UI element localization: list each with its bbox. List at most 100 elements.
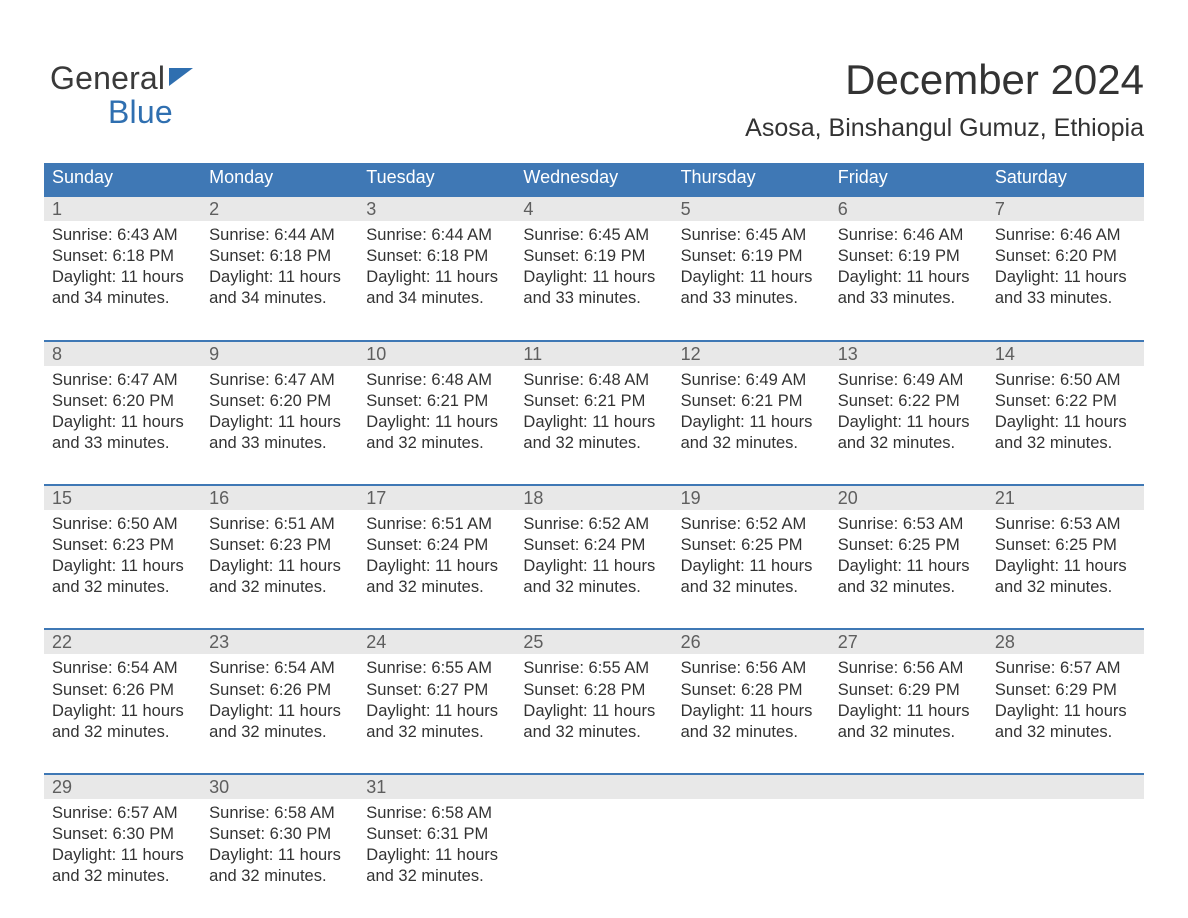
calendar-day-cell: 18Sunrise: 6:52 AMSunset: 6:24 PMDayligh…	[515, 484, 672, 628]
day-header-thursday: Thursday	[673, 163, 830, 195]
day-day2: and 32 minutes.	[52, 577, 195, 598]
calendar-day-cell: 22Sunrise: 6:54 AMSunset: 6:26 PMDayligh…	[44, 628, 201, 772]
calendar-day-cell: 5Sunrise: 6:45 AMSunset: 6:19 PMDaylight…	[673, 195, 830, 339]
day-body: Sunrise: 6:53 AMSunset: 6:25 PMDaylight:…	[830, 510, 987, 598]
day-sunrise: Sunrise: 6:46 AM	[838, 225, 981, 246]
day-day1: Daylight: 11 hours	[995, 556, 1138, 577]
day-number	[987, 775, 1144, 799]
calendar-day-cell: 30Sunrise: 6:58 AMSunset: 6:30 PMDayligh…	[201, 773, 358, 917]
day-sunset: Sunset: 6:28 PM	[523, 680, 666, 701]
day-number: 11	[515, 342, 672, 366]
day-sunrise: Sunrise: 6:51 AM	[209, 514, 352, 535]
day-day1: Daylight: 11 hours	[366, 412, 509, 433]
day-day1: Daylight: 11 hours	[52, 845, 195, 866]
day-day1: Daylight: 11 hours	[681, 701, 824, 722]
brand-logo: General Blue	[50, 62, 193, 129]
day-day1: Daylight: 11 hours	[995, 267, 1138, 288]
day-sunrise: Sunrise: 6:43 AM	[52, 225, 195, 246]
day-body: Sunrise: 6:46 AMSunset: 6:19 PMDaylight:…	[830, 221, 987, 309]
day-day2: and 32 minutes.	[523, 577, 666, 598]
day-sunset: Sunset: 6:24 PM	[366, 535, 509, 556]
day-day1: Daylight: 11 hours	[838, 701, 981, 722]
day-day2: and 32 minutes.	[366, 866, 509, 887]
logo-word-1: General	[50, 60, 165, 96]
day-sunrise: Sunrise: 6:46 AM	[995, 225, 1138, 246]
day-day2: and 33 minutes.	[523, 288, 666, 309]
day-body: Sunrise: 6:48 AMSunset: 6:21 PMDaylight:…	[358, 366, 515, 454]
day-body: Sunrise: 6:52 AMSunset: 6:24 PMDaylight:…	[515, 510, 672, 598]
day-day1: Daylight: 11 hours	[681, 556, 824, 577]
day-sunrise: Sunrise: 6:48 AM	[523, 370, 666, 391]
day-day2: and 32 minutes.	[681, 722, 824, 743]
page-heading: December 2024 Asosa, Binshangul Gumuz, E…	[44, 58, 1144, 143]
day-day2: and 32 minutes.	[838, 433, 981, 454]
day-number	[830, 775, 987, 799]
day-number: 23	[201, 630, 358, 654]
calendar-day-cell: 7Sunrise: 6:46 AMSunset: 6:20 PMDaylight…	[987, 195, 1144, 339]
day-day2: and 33 minutes.	[52, 433, 195, 454]
day-number: 7	[987, 197, 1144, 221]
day-day2: and 34 minutes.	[52, 288, 195, 309]
day-day2: and 32 minutes.	[366, 577, 509, 598]
day-sunset: Sunset: 6:25 PM	[995, 535, 1138, 556]
day-header-wednesday: Wednesday	[515, 163, 672, 195]
calendar-day-cell	[673, 773, 830, 917]
day-body: Sunrise: 6:47 AMSunset: 6:20 PMDaylight:…	[201, 366, 358, 454]
day-day2: and 32 minutes.	[366, 722, 509, 743]
day-day2: and 32 minutes.	[838, 722, 981, 743]
day-number: 25	[515, 630, 672, 654]
day-number: 15	[44, 486, 201, 510]
calendar-day-cell: 23Sunrise: 6:54 AMSunset: 6:26 PMDayligh…	[201, 628, 358, 772]
calendar-day-cell	[830, 773, 987, 917]
day-sunset: Sunset: 6:31 PM	[366, 824, 509, 845]
day-sunset: Sunset: 6:22 PM	[838, 391, 981, 412]
day-day1: Daylight: 11 hours	[209, 556, 352, 577]
day-sunset: Sunset: 6:23 PM	[52, 535, 195, 556]
calendar-day-cell: 9Sunrise: 6:47 AMSunset: 6:20 PMDaylight…	[201, 340, 358, 484]
day-sunset: Sunset: 6:23 PM	[209, 535, 352, 556]
calendar-day-cell: 13Sunrise: 6:49 AMSunset: 6:22 PMDayligh…	[830, 340, 987, 484]
calendar-day-cell: 16Sunrise: 6:51 AMSunset: 6:23 PMDayligh…	[201, 484, 358, 628]
day-day1: Daylight: 11 hours	[209, 412, 352, 433]
day-body: Sunrise: 6:58 AMSunset: 6:31 PMDaylight:…	[358, 799, 515, 887]
day-number	[515, 775, 672, 799]
day-day2: and 32 minutes.	[366, 433, 509, 454]
day-sunset: Sunset: 6:22 PM	[995, 391, 1138, 412]
day-day2: and 32 minutes.	[995, 722, 1138, 743]
day-sunset: Sunset: 6:19 PM	[523, 246, 666, 267]
day-day2: and 32 minutes.	[523, 722, 666, 743]
day-sunrise: Sunrise: 6:54 AM	[209, 658, 352, 679]
calendar-day-cell: 24Sunrise: 6:55 AMSunset: 6:27 PMDayligh…	[358, 628, 515, 772]
day-body: Sunrise: 6:46 AMSunset: 6:20 PMDaylight:…	[987, 221, 1144, 309]
day-day1: Daylight: 11 hours	[209, 701, 352, 722]
day-number: 4	[515, 197, 672, 221]
day-sunrise: Sunrise: 6:50 AM	[52, 514, 195, 535]
day-number: 17	[358, 486, 515, 510]
day-body: Sunrise: 6:55 AMSunset: 6:27 PMDaylight:…	[358, 654, 515, 742]
day-body: Sunrise: 6:45 AMSunset: 6:19 PMDaylight:…	[515, 221, 672, 309]
calendar-week-row: 22Sunrise: 6:54 AMSunset: 6:26 PMDayligh…	[44, 628, 1144, 772]
day-sunset: Sunset: 6:21 PM	[681, 391, 824, 412]
day-number: 5	[673, 197, 830, 221]
calendar-day-cell: 28Sunrise: 6:57 AMSunset: 6:29 PMDayligh…	[987, 628, 1144, 772]
day-sunset: Sunset: 6:18 PM	[366, 246, 509, 267]
day-sunrise: Sunrise: 6:56 AM	[681, 658, 824, 679]
day-sunset: Sunset: 6:25 PM	[681, 535, 824, 556]
day-sunrise: Sunrise: 6:58 AM	[209, 803, 352, 824]
day-body: Sunrise: 6:48 AMSunset: 6:21 PMDaylight:…	[515, 366, 672, 454]
day-number: 9	[201, 342, 358, 366]
calendar-day-cell: 8Sunrise: 6:47 AMSunset: 6:20 PMDaylight…	[44, 340, 201, 484]
calendar-day-cell: 4Sunrise: 6:45 AMSunset: 6:19 PMDaylight…	[515, 195, 672, 339]
day-day2: and 32 minutes.	[995, 577, 1138, 598]
day-sunset: Sunset: 6:20 PM	[209, 391, 352, 412]
day-day1: Daylight: 11 hours	[681, 267, 824, 288]
day-number: 20	[830, 486, 987, 510]
calendar-day-cell: 19Sunrise: 6:52 AMSunset: 6:25 PMDayligh…	[673, 484, 830, 628]
day-sunset: Sunset: 6:24 PM	[523, 535, 666, 556]
day-sunrise: Sunrise: 6:57 AM	[52, 803, 195, 824]
day-sunrise: Sunrise: 6:52 AM	[523, 514, 666, 535]
day-number: 29	[44, 775, 201, 799]
day-body: Sunrise: 6:44 AMSunset: 6:18 PMDaylight:…	[358, 221, 515, 309]
calendar-day-cell: 29Sunrise: 6:57 AMSunset: 6:30 PMDayligh…	[44, 773, 201, 917]
day-body: Sunrise: 6:49 AMSunset: 6:21 PMDaylight:…	[673, 366, 830, 454]
